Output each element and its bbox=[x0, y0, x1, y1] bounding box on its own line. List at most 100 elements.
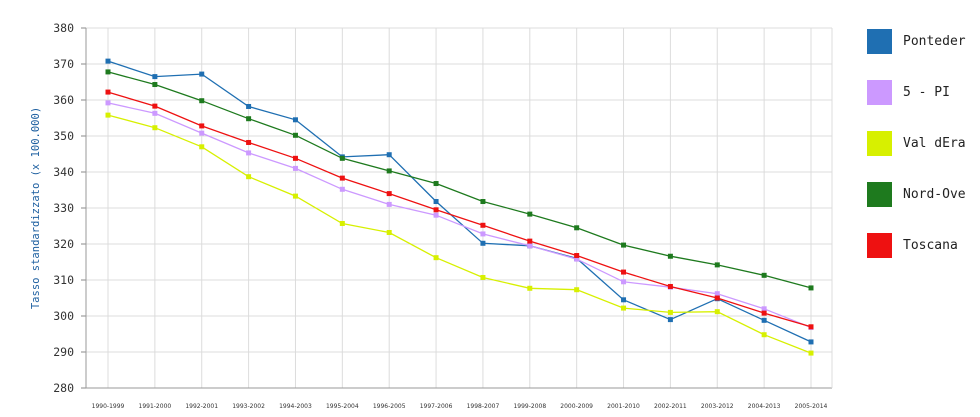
data-point bbox=[574, 287, 580, 293]
series-lines bbox=[105, 58, 814, 356]
x-tick-label: 1991-2000 bbox=[139, 403, 172, 410]
y-tick-label: 340 bbox=[53, 165, 74, 179]
data-point bbox=[621, 242, 627, 248]
legend-item[interactable]: Nord-Ove bbox=[867, 181, 980, 208]
legend-swatch bbox=[867, 182, 892, 207]
data-point bbox=[621, 297, 627, 303]
legend-label: 5 - PI bbox=[903, 85, 950, 100]
x-tick-label: 2005-2014 bbox=[795, 403, 828, 410]
data-point bbox=[480, 222, 486, 228]
data-point bbox=[246, 139, 252, 145]
grid-lines bbox=[86, 27, 832, 389]
legend-item[interactable]: Ponteder bbox=[867, 28, 980, 55]
data-point bbox=[246, 103, 252, 109]
y-tick-label: 360 bbox=[53, 93, 74, 107]
legend-label: Nord-Ove bbox=[903, 187, 966, 202]
legend-label: Ponteder bbox=[903, 34, 966, 49]
y-tick-label: 300 bbox=[53, 309, 74, 323]
x-tick-label: 1995-2004 bbox=[326, 403, 359, 410]
data-point bbox=[152, 82, 158, 88]
data-point bbox=[527, 285, 533, 291]
x-axis-ticks: 1990-1999 1991-2000 1992-2001 1993-2002 1994… bbox=[92, 403, 828, 410]
data-point bbox=[574, 256, 580, 262]
data-point bbox=[574, 225, 580, 231]
data-point bbox=[292, 117, 298, 123]
data-point bbox=[808, 285, 814, 291]
data-point bbox=[433, 181, 439, 187]
legend: Ponteder 5 - PI Val dEra Nord-Ove Toscan… bbox=[867, 28, 980, 283]
legend-item[interactable]: Toscana bbox=[867, 232, 980, 259]
data-point bbox=[292, 193, 298, 199]
data-point bbox=[480, 240, 486, 246]
x-tick-label: 2003-2012 bbox=[701, 403, 734, 410]
data-point bbox=[386, 229, 392, 235]
data-point bbox=[105, 89, 111, 95]
data-point bbox=[808, 324, 814, 330]
data-point bbox=[527, 238, 533, 244]
data-point bbox=[527, 211, 533, 217]
series-line bbox=[107, 91, 812, 328]
legend-item[interactable]: Val dEra bbox=[867, 130, 980, 157]
legend-label: Val dEra bbox=[903, 136, 966, 151]
data-point bbox=[105, 69, 111, 75]
series-line bbox=[107, 114, 812, 354]
data-point bbox=[152, 103, 158, 109]
x-tick-label: 1994-2003 bbox=[279, 403, 312, 410]
legend-swatch bbox=[867, 131, 892, 156]
legend-swatch bbox=[867, 233, 892, 258]
data-point bbox=[761, 272, 767, 278]
y-tick-label: 310 bbox=[53, 273, 74, 287]
data-point bbox=[105, 100, 111, 106]
x-tick-label: 1990-1999 bbox=[92, 403, 125, 410]
y-tick-label: 350 bbox=[53, 129, 74, 143]
data-point bbox=[761, 310, 767, 316]
data-point bbox=[199, 71, 205, 77]
data-point bbox=[808, 350, 814, 356]
y-tick-label: 380 bbox=[53, 21, 74, 35]
data-point bbox=[386, 168, 392, 174]
data-point bbox=[714, 295, 720, 301]
data-point bbox=[199, 123, 205, 129]
x-tick-label: 2001-2010 bbox=[607, 403, 640, 410]
data-point bbox=[339, 155, 345, 161]
data-point bbox=[339, 175, 345, 181]
data-point bbox=[761, 306, 767, 312]
data-point bbox=[621, 279, 627, 285]
y-tick-label: 370 bbox=[53, 57, 74, 71]
data-point bbox=[667, 317, 673, 323]
data-point bbox=[152, 110, 158, 116]
data-point bbox=[574, 253, 580, 259]
data-point bbox=[433, 255, 439, 261]
x-tick-label: 1998-2007 bbox=[467, 403, 500, 410]
y-axis-ticks: 280 290 300 310 320 330 340 350 360 370 380 bbox=[53, 21, 86, 395]
data-point bbox=[292, 155, 298, 161]
data-point bbox=[152, 125, 158, 131]
data-point bbox=[621, 269, 627, 275]
x-tick-label: 2000-2009 bbox=[560, 403, 593, 410]
data-point bbox=[339, 186, 345, 192]
y-tick-label: 280 bbox=[53, 381, 74, 395]
data-point bbox=[292, 165, 298, 171]
data-point bbox=[480, 274, 486, 280]
data-point bbox=[714, 309, 720, 315]
x-tick-label: 1992-2001 bbox=[185, 403, 218, 410]
data-point bbox=[339, 220, 345, 226]
data-point bbox=[246, 150, 252, 156]
legend-item[interactable]: 5 - PI bbox=[867, 79, 980, 106]
data-point bbox=[433, 207, 439, 213]
data-point bbox=[386, 152, 392, 158]
series-line bbox=[107, 60, 812, 343]
x-tick-label: 2002-2011 bbox=[654, 403, 687, 410]
series-line bbox=[107, 71, 812, 289]
data-point bbox=[433, 212, 439, 218]
x-tick-label: 1999-2008 bbox=[513, 403, 546, 410]
data-point bbox=[808, 339, 814, 345]
data-point bbox=[527, 243, 533, 249]
x-tick-label: 1996-2005 bbox=[373, 403, 406, 410]
data-point bbox=[246, 174, 252, 180]
legend-swatch bbox=[867, 80, 892, 105]
data-point bbox=[667, 309, 673, 315]
data-point bbox=[199, 98, 205, 104]
data-point bbox=[386, 191, 392, 197]
